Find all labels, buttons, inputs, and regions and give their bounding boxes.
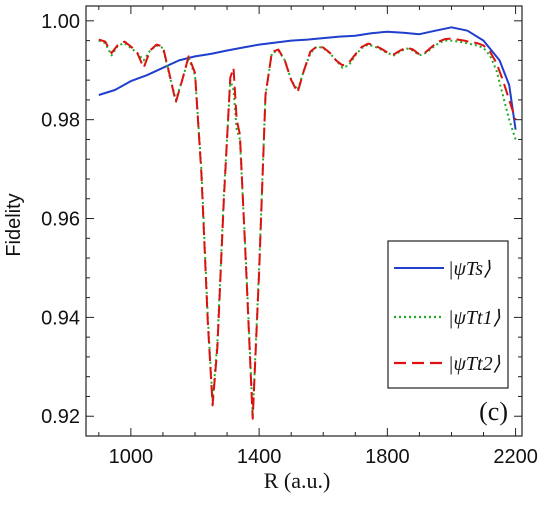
- plot-frame: [85, 5, 523, 437]
- y-axis-title: Fidelity: [3, 193, 25, 256]
- x-tick-label: 1400: [237, 446, 282, 468]
- x-tick-label: 1000: [109, 446, 154, 468]
- series-layer: [98, 26, 517, 420]
- legend-label-tt1: |ψTt1⟩: [448, 307, 501, 329]
- x-tick-label: 2200: [493, 446, 538, 468]
- y-tick-label: 0.98: [41, 110, 80, 132]
- y-tick-label: 0.96: [41, 209, 80, 231]
- y-tick-label: 1.00: [41, 11, 80, 33]
- y-tick-label: 0.94: [41, 307, 80, 329]
- series-line-tt2: [98, 37, 517, 420]
- legend-label-ts: |ψTs⟩: [448, 258, 491, 280]
- legend: |ψTs⟩ |ψTt1⟩ |ψTt2⟩: [387, 240, 509, 389]
- x-tick-label: 1800: [365, 446, 410, 468]
- series-line-ts: [98, 26, 517, 130]
- legend-box: [387, 240, 509, 389]
- x-axis-title: R (a.u.): [264, 468, 331, 493]
- legend-label-tt2: |ψTt2⟩: [448, 353, 501, 375]
- tick-marks: [86, 6, 522, 436]
- y-tick-label: 0.92: [41, 406, 80, 428]
- tick-labels: 1000 1400 1800 2200 0.92 0.94 0.96 0.98 1.00: [41, 11, 538, 468]
- panel-label: (c): [479, 397, 508, 426]
